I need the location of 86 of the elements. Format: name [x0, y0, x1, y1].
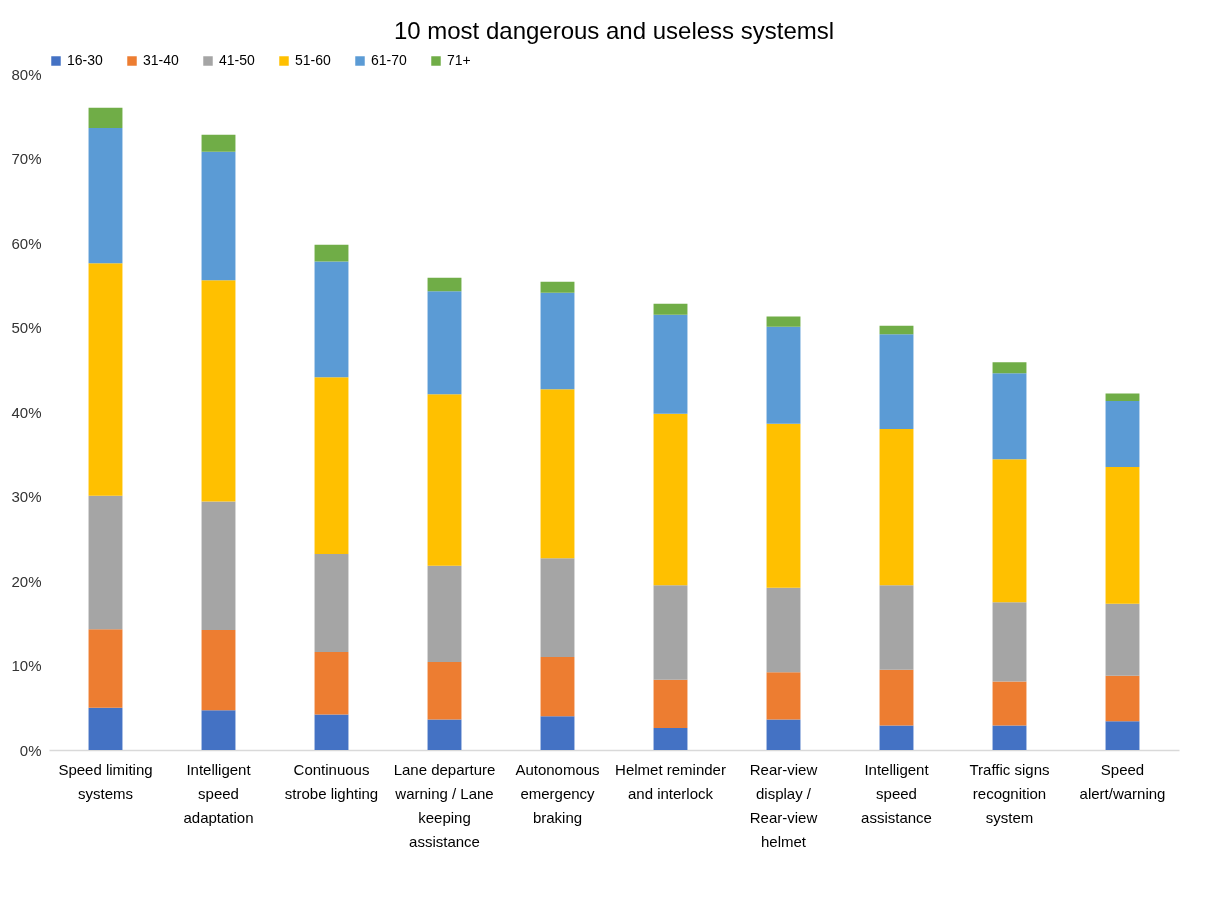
- y-tick-label: 40%: [11, 403, 42, 421]
- bar: [879, 585, 914, 670]
- bar: [992, 681, 1027, 726]
- bar: [653, 728, 688, 750]
- bar: [653, 303, 688, 315]
- bar: [992, 725, 1027, 750]
- bar: [88, 495, 123, 630]
- bar: [879, 334, 914, 429]
- bar: [766, 326, 801, 424]
- x-tick-label: Intelligent speed assistance: [861, 760, 932, 826]
- bar: [314, 244, 349, 262]
- bar: [88, 128, 123, 264]
- bar: [540, 389, 575, 559]
- bar: [879, 725, 914, 750]
- bar: [653, 413, 688, 586]
- legend-label: 51-60: [295, 52, 332, 68]
- bar: [653, 585, 688, 680]
- bar: [992, 602, 1027, 682]
- bar: [766, 672, 801, 720]
- bar: [314, 377, 349, 554]
- x-tick-label: Speed limiting systems: [58, 760, 153, 802]
- bar: [540, 558, 575, 658]
- bar: [653, 679, 688, 729]
- legend-label: 31-40: [143, 52, 180, 68]
- bar: [1105, 675, 1140, 722]
- legend-label: 16-30: [67, 52, 104, 68]
- bar: [201, 280, 236, 502]
- legend-label: 61-70: [371, 52, 408, 68]
- x-tick-label: Speed alert/warning: [1079, 760, 1166, 802]
- bar: [766, 423, 801, 588]
- bar: [540, 281, 575, 293]
- y-tick-label: 0%: [19, 741, 42, 759]
- bar: [427, 719, 462, 750]
- bar: [1105, 466, 1140, 604]
- bar: [879, 669, 914, 726]
- bar: [879, 325, 914, 335]
- y-tick-label: 50%: [11, 319, 42, 336]
- bar: [992, 373, 1027, 460]
- bar: [201, 501, 236, 631]
- y-tick-label: 70%: [11, 150, 42, 167]
- bar: [427, 291, 462, 395]
- bar: [992, 459, 1027, 603]
- x-tick-label: Intelligent speed adaptation: [183, 760, 254, 826]
- bar: [992, 362, 1027, 374]
- bar: [314, 651, 349, 715]
- x-tick-label: Traffic signs recognition system: [969, 760, 1050, 826]
- bar: [201, 134, 236, 152]
- bar: [766, 587, 801, 673]
- bar: [653, 314, 688, 414]
- bar: [427, 662, 462, 720]
- bar: [879, 428, 914, 586]
- bar: [88, 629, 123, 708]
- y-tick-label: 80%: [11, 65, 42, 83]
- x-tick-label: Rear-view display / Rear-view helmet: [749, 760, 818, 850]
- bar: [201, 151, 236, 281]
- legend-label: 71+: [447, 52, 471, 68]
- bar: [427, 277, 462, 292]
- bar: [201, 710, 236, 750]
- y-tick-label: 20%: [11, 572, 42, 590]
- bar: [201, 630, 236, 711]
- bar: [88, 107, 123, 129]
- x-tick-label: Continuous strobe lighting: [284, 760, 379, 802]
- x-tick-label: Autonomous emergency braking: [515, 760, 600, 826]
- y-tick-label: 10%: [11, 657, 42, 674]
- chart-title: 10 most dangerous and useless systemsl: [393, 17, 835, 44]
- bar: [314, 261, 349, 378]
- y-tick-label: 30%: [11, 488, 42, 505]
- bar: [540, 716, 575, 750]
- bar: [427, 565, 462, 663]
- bar: [1105, 721, 1140, 750]
- bar: [540, 657, 575, 717]
- bar: [766, 719, 801, 750]
- x-tick-label: Helmet reminder and interlock: [615, 760, 726, 802]
- bar: [88, 707, 123, 750]
- bar: [1105, 393, 1140, 402]
- x-tick-label: Lane departure warning / Lane keeping assistance: [393, 760, 496, 850]
- bar: [314, 553, 349, 652]
- bar: [88, 263, 123, 496]
- y-tick-label: 60%: [11, 234, 42, 252]
- bar: [1105, 603, 1140, 676]
- bar: [540, 292, 575, 390]
- bar: [314, 714, 349, 750]
- bar: [1105, 401, 1140, 467]
- bar: [427, 394, 462, 566]
- legend-label: 41-50: [219, 52, 256, 68]
- bar: [766, 316, 801, 327]
